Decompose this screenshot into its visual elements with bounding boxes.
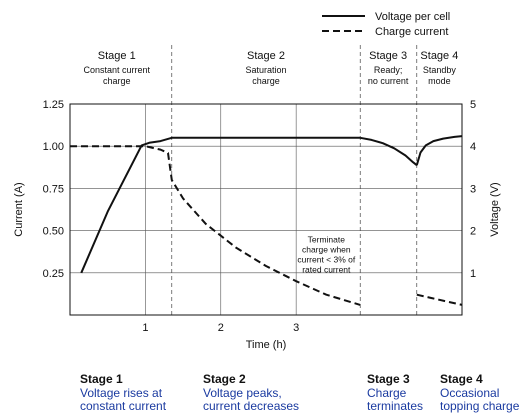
caption-line-3-0: Charge bbox=[367, 386, 407, 400]
stage-subtitle-3-1: no current bbox=[368, 76, 409, 86]
voltage-line-segment-0 bbox=[80, 136, 361, 274]
series-layer bbox=[70, 135, 463, 306]
annotation-line-2: current < 3% of bbox=[297, 254, 356, 264]
y-right-tick-label-2: 3 bbox=[470, 183, 476, 195]
y-right-tick-label-1: 2 bbox=[470, 226, 476, 238]
caption-line-4-0: Occasional bbox=[440, 386, 499, 400]
stage-subtitle-1-0: Constant current bbox=[83, 65, 150, 75]
caption-line-2-1: current decreases bbox=[203, 399, 299, 413]
stage-subtitle-3-0: Ready; bbox=[374, 65, 403, 75]
y-left-tick-label-4: 1.25 bbox=[43, 99, 64, 111]
annotation-line-1: charge when bbox=[302, 244, 351, 254]
stage-title-1: Stage 1 bbox=[98, 50, 136, 62]
caption-title-3: Stage 3 bbox=[367, 372, 410, 386]
stage-subtitle-4-0: Standby bbox=[423, 65, 457, 75]
stage-title-4: Stage 4 bbox=[420, 50, 458, 62]
y-right-axis-title: Voltage (V) bbox=[489, 182, 501, 236]
caption-title-2: Stage 2 bbox=[203, 372, 246, 386]
annotation-line-0: Terminate bbox=[308, 234, 346, 244]
legend-label-1: Charge current bbox=[375, 26, 448, 38]
legend-label-0: Voltage per cell bbox=[375, 11, 450, 23]
caption-title-4: Stage 4 bbox=[440, 372, 483, 386]
stage-subtitle-2-0: Saturation bbox=[245, 65, 286, 75]
voltage-line-segment-1 bbox=[360, 136, 418, 166]
x-tick-label-0: 1 bbox=[142, 322, 148, 334]
y-right-tick-label-3: 4 bbox=[470, 141, 476, 153]
stage-subtitle-1-1: charge bbox=[103, 76, 131, 86]
y-left-tick-label-1: 0.50 bbox=[43, 226, 64, 238]
stage-subtitle-4-1: mode bbox=[428, 76, 451, 86]
plot-frame bbox=[69, 103, 463, 316]
y-right-tick-label-0: 1 bbox=[470, 268, 476, 280]
annotation-line-3: rated current bbox=[302, 264, 351, 274]
plot-border bbox=[69, 103, 463, 316]
y-left-tick-label-2: 0.75 bbox=[43, 183, 64, 195]
axis-titles: Time (h) Current (A) Voltage (V) bbox=[13, 182, 501, 351]
stage-subtitle-2-1: charge bbox=[252, 76, 280, 86]
tick-labels: 1 2 3 0.25 0.50 0.75 1.00 1.25 1 2 3 4 5 bbox=[43, 99, 477, 334]
x-tick-label-1: 2 bbox=[218, 322, 224, 334]
voltage-line-segment-2 bbox=[415, 135, 463, 166]
y-left-tick-label-0: 0.25 bbox=[43, 268, 64, 280]
caption-line-4-1: topping charge bbox=[440, 399, 520, 413]
caption-line-1-0: Voltage rises at bbox=[80, 386, 163, 400]
current-line-segment-1 bbox=[416, 293, 463, 306]
y-left-axis-title: Current (A) bbox=[13, 182, 25, 236]
current-line-segment-0 bbox=[70, 145, 361, 306]
caption-line-2-0: Voltage peaks, bbox=[203, 386, 282, 400]
grid bbox=[70, 104, 462, 315]
caption-line-1-1: constant current bbox=[80, 399, 167, 413]
caption-line-3-1: terminates bbox=[367, 399, 423, 413]
x-axis-title: Time (h) bbox=[246, 339, 287, 351]
legend: Voltage per cell Charge current bbox=[322, 11, 450, 38]
y-left-tick-label-3: 1.00 bbox=[43, 141, 64, 153]
y-right-tick-label-4: 5 bbox=[470, 99, 476, 111]
caption-title-1: Stage 1 bbox=[80, 372, 123, 386]
stage-title-2: Stage 2 bbox=[247, 50, 285, 62]
x-tick-label-2: 3 bbox=[293, 322, 299, 334]
stage-title-3: Stage 3 bbox=[369, 50, 407, 62]
